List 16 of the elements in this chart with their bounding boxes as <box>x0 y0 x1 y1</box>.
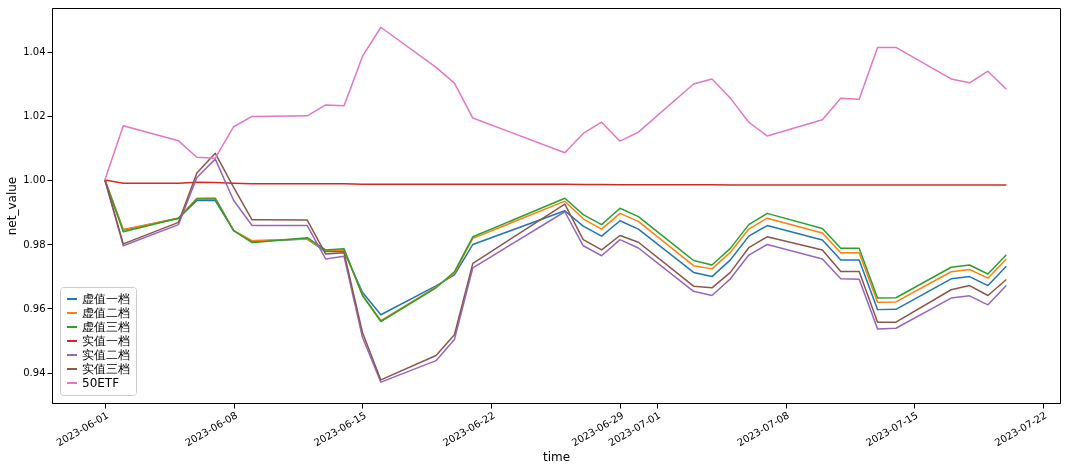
y-tick-label: 1.00 <box>23 174 46 186</box>
y-axis-title: net_value <box>5 176 20 236</box>
y-tick-label: 0.94 <box>23 367 46 379</box>
x-axis-title: time <box>542 450 571 465</box>
y-tick-label: 0.96 <box>23 302 46 314</box>
legend-label: 虚值二档 <box>82 306 130 320</box>
legend-label: 实值三档 <box>82 362 130 376</box>
legend-label: 虚值三档 <box>82 320 130 334</box>
y-tick-label: 1.02 <box>23 110 46 122</box>
legend-label: 实值二档 <box>82 348 130 362</box>
legend-label: 50ETF <box>82 376 120 390</box>
y-tick-label: 1.04 <box>23 46 46 58</box>
y-tick-label: 0.98 <box>23 238 46 250</box>
line-series <box>104 26 1008 181</box>
legend-label: 实值一档 <box>82 334 130 348</box>
legend-label: 虚值一档 <box>82 292 130 306</box>
